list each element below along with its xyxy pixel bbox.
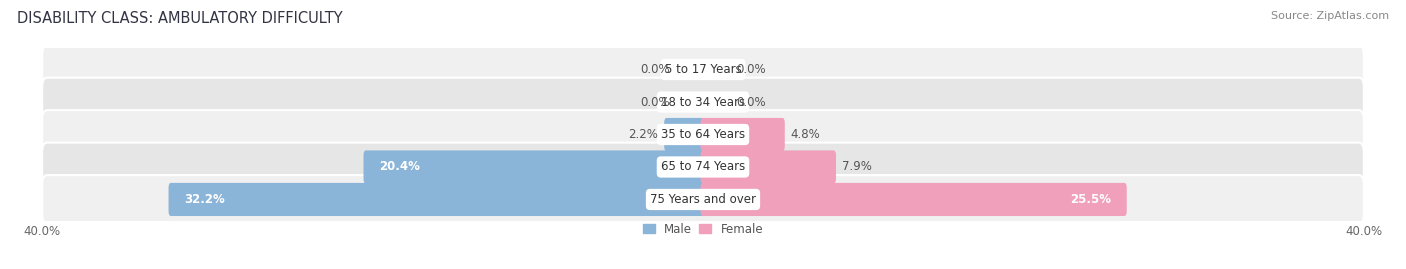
Legend: Male, Female: Male, Female xyxy=(638,218,768,240)
Text: 5 to 17 Years: 5 to 17 Years xyxy=(665,63,741,76)
Text: 20.4%: 20.4% xyxy=(380,161,420,174)
FancyBboxPatch shape xyxy=(42,110,1364,159)
FancyBboxPatch shape xyxy=(42,45,1364,94)
FancyBboxPatch shape xyxy=(664,118,706,151)
Text: Source: ZipAtlas.com: Source: ZipAtlas.com xyxy=(1271,11,1389,21)
Text: 18 to 34 Years: 18 to 34 Years xyxy=(661,95,745,108)
Text: 65 to 74 Years: 65 to 74 Years xyxy=(661,161,745,174)
Text: 0.0%: 0.0% xyxy=(737,63,766,76)
FancyBboxPatch shape xyxy=(700,150,837,183)
FancyBboxPatch shape xyxy=(42,78,1364,126)
FancyBboxPatch shape xyxy=(169,183,706,216)
Text: 25.5%: 25.5% xyxy=(1070,193,1111,206)
Text: 2.2%: 2.2% xyxy=(628,128,658,141)
Text: 0.0%: 0.0% xyxy=(640,63,669,76)
Text: DISABILITY CLASS: AMBULATORY DIFFICULTY: DISABILITY CLASS: AMBULATORY DIFFICULTY xyxy=(17,11,343,26)
Text: 0.0%: 0.0% xyxy=(737,95,766,108)
FancyBboxPatch shape xyxy=(700,118,785,151)
FancyBboxPatch shape xyxy=(700,183,1126,216)
Text: 4.8%: 4.8% xyxy=(790,128,820,141)
Text: 32.2%: 32.2% xyxy=(184,193,225,206)
Text: 35 to 64 Years: 35 to 64 Years xyxy=(661,128,745,141)
FancyBboxPatch shape xyxy=(42,175,1364,224)
Text: 7.9%: 7.9% xyxy=(842,161,872,174)
FancyBboxPatch shape xyxy=(364,150,706,183)
Text: 0.0%: 0.0% xyxy=(640,95,669,108)
FancyBboxPatch shape xyxy=(42,143,1364,191)
Text: 75 Years and over: 75 Years and over xyxy=(650,193,756,206)
